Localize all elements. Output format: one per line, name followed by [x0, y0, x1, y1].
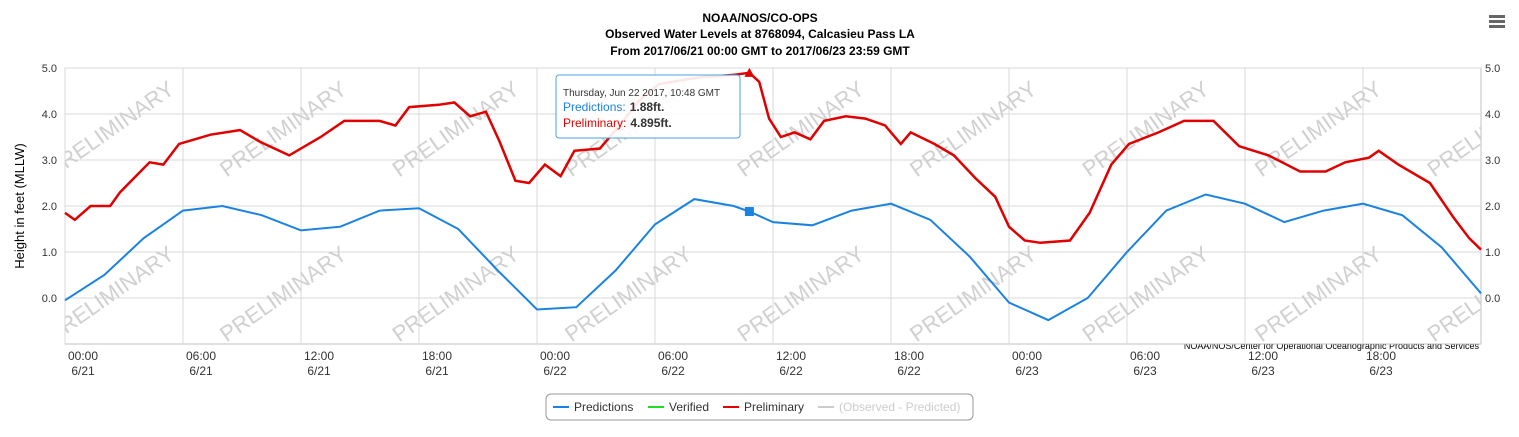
- tooltip-name: Predictions:: [563, 100, 626, 114]
- tooltip-name: Preliminary:: [563, 116, 626, 130]
- legend-label: (Observed - Predicted): [839, 400, 960, 414]
- y2-tick-label: 3.0: [1485, 155, 1500, 167]
- legend-label: Preliminary: [744, 400, 804, 414]
- y-tick-label: 2.0: [42, 201, 57, 213]
- x-tick-label: 12:00 6/23: [1247, 349, 1279, 378]
- credits: NOAA/NOS/Center for Operational Oceanogr…: [1184, 341, 1480, 351]
- x-tick-label: 00:00 6/23: [1011, 349, 1043, 378]
- y-tick-label: 1.0: [42, 247, 57, 259]
- tooltip-header: Thursday, Jun 22 2017, 10:48 GMT: [563, 88, 720, 99]
- x-tick-label: 18:00 6/21: [421, 349, 453, 378]
- x-tick-label: 06:00 6/22: [657, 349, 689, 378]
- x-tick-label: 06:00 6/23: [1129, 349, 1161, 378]
- y2-tick-label: 4.0: [1485, 109, 1500, 121]
- y2-tick-label: 2.0: [1485, 201, 1500, 213]
- x-tick-label: 12:00 6/22: [775, 349, 807, 378]
- legend-item[interactable]: Verified: [648, 400, 709, 414]
- tooltip-row: Preliminary: 4.895ft.: [563, 116, 672, 130]
- legend-item[interactable]: Preliminary: [723, 400, 804, 414]
- hover-marker: [744, 67, 755, 77]
- y-tick-label: 3.0: [42, 155, 57, 167]
- y-tick-label: 4.0: [42, 109, 57, 121]
- legend-label: Predictions: [574, 400, 633, 414]
- y2-tick-label: 5.0: [1485, 63, 1500, 75]
- tooltip-row: Predictions: 1.88ft.: [563, 100, 664, 114]
- tooltip-value: 1.88ft.: [630, 100, 665, 114]
- menu-bar: [1489, 20, 1505, 23]
- legend-item[interactable]: Predictions: [553, 400, 633, 414]
- y-axis-title: Height in feet (MLLW): [12, 143, 27, 268]
- chart-title: NOAA/NOS/CO-OPS: [702, 11, 817, 25]
- menu-button[interactable]: [1489, 15, 1505, 28]
- legend-label: Verified: [669, 400, 709, 414]
- legend-item[interactable]: (Observed - Predicted): [818, 400, 960, 414]
- menu-bar: [1489, 25, 1505, 28]
- chart-subtitle: From 2017/06/21 00:00 GMT to 2017/06/23 …: [610, 44, 910, 58]
- hover-marker: [744, 207, 754, 217]
- series-line: [64, 193, 1482, 322]
- x-tick-label: 06:00 6/21: [185, 349, 217, 378]
- tooltip-box: [555, 74, 741, 139]
- y-tick-label: 0.0: [42, 293, 57, 305]
- x-tick-label: 18:00 6/22: [893, 349, 925, 378]
- x-tick-label: 18:00 6/23: [1365, 349, 1397, 378]
- chart-subtitle: Observed Water Levels at 8768094, Calcas…: [605, 27, 915, 41]
- x-tick-label: 00:00 6/21: [67, 349, 99, 378]
- series-line: [64, 71, 1482, 251]
- legend-box: [545, 393, 974, 421]
- tooltip-value: 4.895ft.: [630, 116, 671, 130]
- menu-bar: [1489, 15, 1505, 18]
- y2-tick-label: 1.0: [1485, 247, 1500, 259]
- x-tick-label: 00:00 6/22: [539, 349, 571, 378]
- y-tick-label: 5.0: [42, 63, 57, 75]
- x-tick-label: 12:00 6/21: [303, 349, 335, 378]
- y2-tick-label: 0.0: [1485, 293, 1500, 305]
